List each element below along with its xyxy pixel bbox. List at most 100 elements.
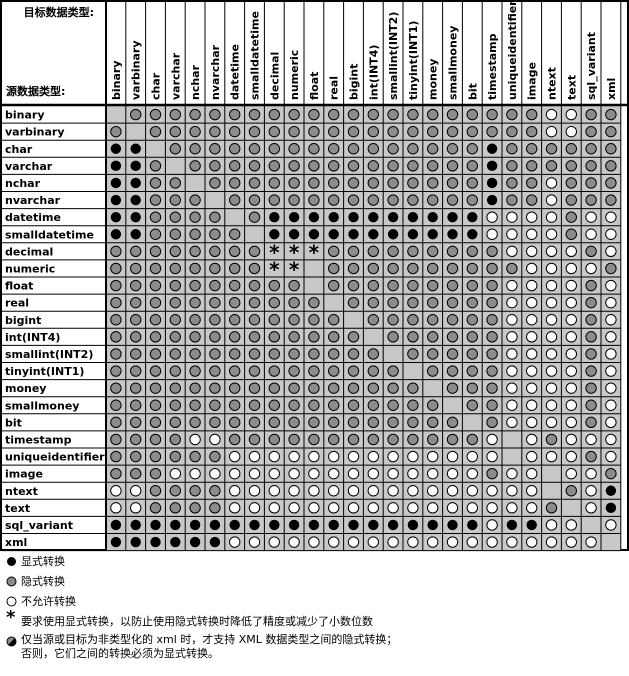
cell-implicit bbox=[189, 279, 201, 292]
cell-implicit bbox=[169, 348, 182, 360]
cell-explicit bbox=[110, 160, 122, 172]
cell-not-allowed bbox=[526, 399, 538, 411]
cell-implicit bbox=[209, 125, 221, 138]
white-circle-icon bbox=[6, 596, 17, 607]
cell-implicit bbox=[466, 108, 478, 121]
cell-implicit bbox=[328, 399, 340, 411]
cell-not-allowed bbox=[130, 485, 142, 497]
cell-not-allowed bbox=[427, 467, 439, 480]
cell-not-allowed bbox=[387, 467, 399, 480]
cell-not-allowed bbox=[347, 485, 360, 497]
cell-implicit bbox=[506, 262, 518, 275]
row-label: datetime bbox=[5, 211, 61, 224]
cell-implicit bbox=[407, 125, 419, 138]
cell-not-allowed bbox=[427, 536, 439, 548]
cell-not-allowed bbox=[526, 365, 538, 377]
cell-implicit bbox=[427, 177, 439, 189]
cell-implicit bbox=[466, 262, 478, 275]
cell-implicit bbox=[347, 245, 360, 258]
cell-implicit bbox=[110, 433, 122, 446]
cell-explicit bbox=[328, 229, 339, 240]
cell-not-allowed bbox=[565, 125, 577, 138]
cell-explicit bbox=[605, 485, 617, 496]
cell-implicit bbox=[328, 143, 340, 155]
cell-explicit-required: * bbox=[289, 240, 300, 264]
cell-implicit bbox=[585, 399, 597, 411]
cell-implicit bbox=[427, 399, 439, 411]
cell-not-allowed bbox=[288, 485, 300, 497]
cell-not-allowed bbox=[565, 450, 577, 463]
cell-not-allowed bbox=[427, 485, 439, 497]
cell-explicit bbox=[229, 519, 240, 531]
cell-implicit bbox=[446, 314, 459, 326]
cell-implicit bbox=[288, 296, 300, 309]
cell-implicit bbox=[446, 433, 459, 446]
cell-implicit bbox=[110, 296, 122, 309]
cell-implicit bbox=[506, 177, 518, 189]
cell-not-allowed bbox=[545, 279, 558, 292]
cell-not-allowed bbox=[506, 245, 518, 258]
cell-implicit bbox=[288, 177, 300, 189]
cell-explicit bbox=[407, 519, 419, 531]
cell-implicit bbox=[149, 348, 162, 360]
cell-implicit bbox=[328, 160, 340, 172]
cell-not-allowed bbox=[585, 433, 597, 446]
cell-implicit bbox=[486, 467, 498, 480]
cell-not-allowed bbox=[506, 399, 518, 411]
cell-implicit bbox=[466, 177, 478, 189]
cell-explicit bbox=[130, 211, 141, 223]
cell-explicit bbox=[110, 229, 122, 240]
cell-implicit bbox=[585, 194, 597, 206]
cell-implicit bbox=[189, 399, 201, 411]
cell-implicit bbox=[565, 228, 577, 240]
cell-implicit bbox=[130, 108, 142, 121]
cell-implicit bbox=[209, 211, 221, 223]
cell-implicit bbox=[486, 108, 498, 121]
conversion-matrix: 目标数据类型: 源数据类型: binary varbinary char varcha… bbox=[0, 0, 629, 552]
cell-implicit bbox=[288, 314, 300, 326]
cell-implicit bbox=[268, 160, 280, 172]
cell-implicit bbox=[130, 314, 142, 326]
cell-implicit bbox=[407, 416, 419, 429]
cell-implicit bbox=[209, 365, 221, 377]
row-label: char bbox=[5, 143, 33, 156]
cell-explicit bbox=[269, 229, 280, 240]
cell-not-allowed bbox=[328, 485, 340, 497]
cell-not-allowed bbox=[565, 365, 577, 377]
cell-implicit bbox=[446, 416, 459, 429]
cell-not-allowed bbox=[565, 536, 577, 548]
legend-explicit-text: 显式转换 bbox=[21, 555, 65, 568]
cell-implicit bbox=[387, 365, 399, 377]
column-label: xml bbox=[605, 78, 618, 100]
cell-implicit bbox=[229, 143, 241, 155]
cell-explicit bbox=[170, 519, 181, 531]
row-label: varbinary bbox=[5, 126, 65, 139]
cell-not-allowed bbox=[506, 502, 518, 514]
cell-implicit bbox=[347, 262, 360, 275]
cell-implicit bbox=[189, 502, 201, 514]
cell-implicit bbox=[585, 177, 597, 189]
cell-implicit bbox=[367, 143, 379, 155]
cell-implicit bbox=[248, 125, 261, 138]
cell-not-allowed bbox=[526, 467, 538, 480]
cell-implicit bbox=[387, 331, 399, 343]
cell-implicit bbox=[387, 433, 399, 446]
cell-implicit bbox=[328, 382, 340, 394]
cell-not-allowed bbox=[605, 416, 617, 429]
cell-not-allowed bbox=[486, 519, 498, 531]
cell-implicit bbox=[585, 125, 597, 138]
cell-not-allowed bbox=[565, 348, 577, 360]
cell-not-allowed bbox=[288, 450, 300, 463]
cell-not-allowed bbox=[427, 450, 439, 463]
cell-not-allowed bbox=[387, 502, 399, 514]
cell-implicit bbox=[248, 177, 261, 189]
cell-implicit bbox=[248, 143, 261, 155]
cell-implicit bbox=[585, 365, 597, 377]
cell-implicit bbox=[308, 399, 320, 411]
cell-implicit bbox=[209, 279, 221, 292]
cell-implicit bbox=[110, 399, 122, 411]
cell-not-allowed bbox=[526, 536, 538, 548]
cell-not-allowed bbox=[427, 502, 439, 514]
cell-implicit bbox=[526, 108, 538, 121]
cell-implicit bbox=[466, 296, 478, 309]
